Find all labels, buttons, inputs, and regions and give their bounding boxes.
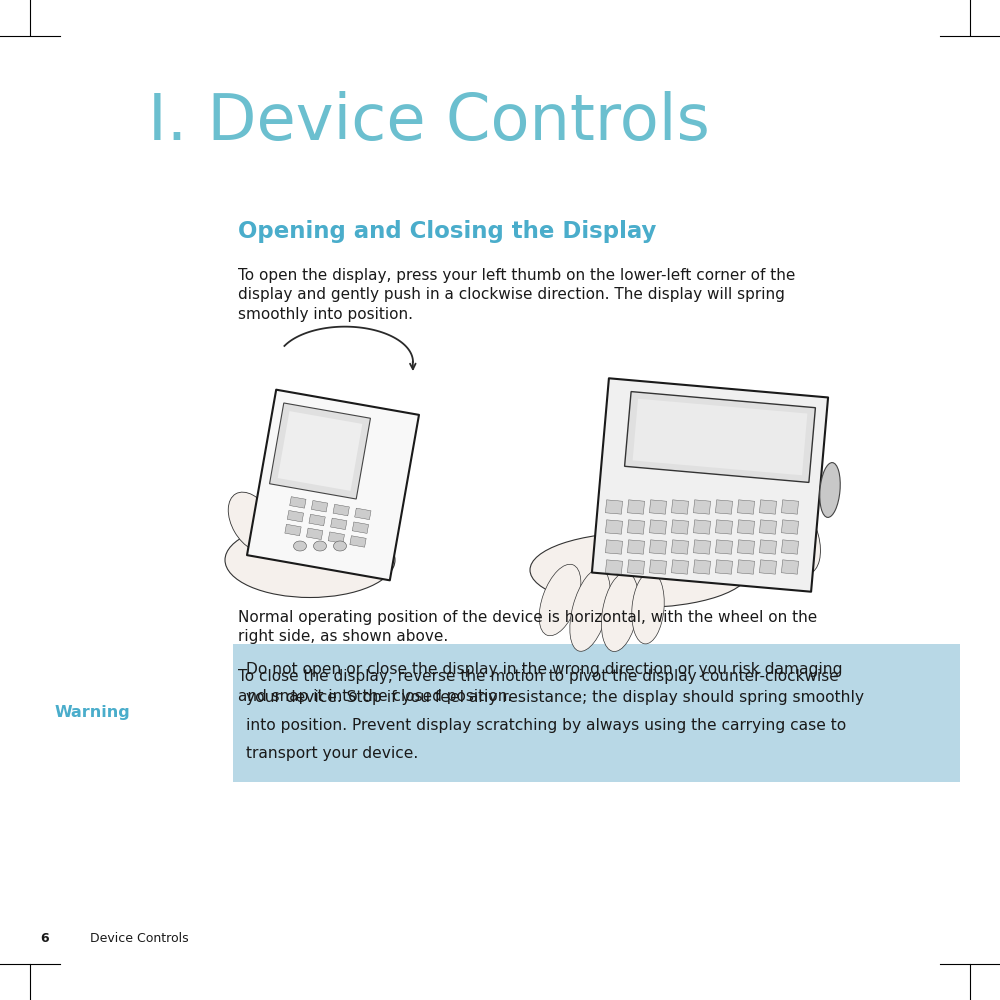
Polygon shape — [270, 403, 370, 499]
Polygon shape — [781, 520, 799, 534]
Text: 6: 6 — [40, 932, 49, 944]
Polygon shape — [693, 520, 711, 534]
Ellipse shape — [539, 564, 581, 636]
Polygon shape — [759, 540, 777, 554]
Polygon shape — [333, 504, 349, 516]
Polygon shape — [352, 522, 369, 533]
Polygon shape — [290, 497, 306, 508]
Ellipse shape — [570, 569, 610, 651]
Polygon shape — [649, 500, 667, 514]
Text: Do not open or close the display in the wrong direction or you risk damaging: Do not open or close the display in the … — [246, 662, 842, 677]
Polygon shape — [671, 500, 689, 514]
Text: display and gently push in a clockwise direction. The display will spring: display and gently push in a clockwise d… — [238, 288, 785, 302]
Text: Normal operating position of the device is horizontal, with the wheel on the: Normal operating position of the device … — [238, 610, 817, 625]
Polygon shape — [737, 520, 755, 534]
Text: Opening and Closing the Display: Opening and Closing the Display — [238, 220, 656, 243]
Polygon shape — [605, 520, 623, 534]
Ellipse shape — [374, 455, 396, 505]
Polygon shape — [350, 536, 366, 547]
Text: into position. Prevent display scratching by always using the carrying case to: into position. Prevent display scratchin… — [246, 718, 846, 733]
Polygon shape — [693, 540, 711, 554]
Polygon shape — [285, 524, 301, 536]
Polygon shape — [309, 514, 325, 526]
Ellipse shape — [333, 541, 346, 551]
Ellipse shape — [225, 522, 395, 597]
Ellipse shape — [367, 443, 389, 493]
Text: To close the display, reverse the motion to pivot the display counter-clockwise: To close the display, reverse the motion… — [238, 669, 839, 684]
Text: Device Controls: Device Controls — [90, 932, 189, 944]
Ellipse shape — [780, 506, 820, 574]
Polygon shape — [355, 508, 371, 520]
Polygon shape — [311, 501, 328, 512]
Polygon shape — [287, 510, 304, 522]
Polygon shape — [247, 390, 419, 580]
Text: smoothly into position.: smoothly into position. — [238, 307, 413, 322]
Polygon shape — [625, 392, 815, 482]
Ellipse shape — [530, 532, 750, 607]
Polygon shape — [671, 560, 689, 574]
Polygon shape — [671, 540, 689, 554]
Polygon shape — [715, 500, 733, 514]
Polygon shape — [306, 528, 323, 540]
Polygon shape — [781, 560, 799, 574]
Polygon shape — [649, 520, 667, 534]
Polygon shape — [715, 540, 733, 554]
Ellipse shape — [368, 487, 392, 537]
Polygon shape — [592, 378, 828, 592]
Polygon shape — [737, 500, 755, 514]
Polygon shape — [605, 560, 623, 574]
FancyBboxPatch shape — [233, 644, 960, 782]
Text: transport your device.: transport your device. — [246, 746, 418, 761]
Ellipse shape — [777, 419, 807, 471]
Polygon shape — [671, 520, 689, 534]
Text: and snap it into the closed position.: and snap it into the closed position. — [238, 688, 512, 704]
Ellipse shape — [601, 572, 639, 652]
Ellipse shape — [820, 463, 840, 517]
Text: right side, as shown above.: right side, as shown above. — [238, 630, 448, 645]
Polygon shape — [649, 540, 667, 554]
Polygon shape — [693, 560, 711, 574]
Polygon shape — [737, 560, 755, 574]
Polygon shape — [649, 560, 667, 574]
Ellipse shape — [772, 463, 798, 517]
Polygon shape — [759, 500, 777, 514]
Polygon shape — [759, 520, 777, 534]
Polygon shape — [328, 532, 344, 543]
Ellipse shape — [228, 492, 276, 552]
Polygon shape — [605, 500, 623, 514]
Ellipse shape — [377, 470, 399, 520]
Polygon shape — [693, 500, 711, 514]
Polygon shape — [331, 518, 347, 530]
Ellipse shape — [314, 541, 326, 551]
Text: Warning: Warning — [54, 706, 130, 720]
Polygon shape — [737, 540, 755, 554]
Polygon shape — [715, 520, 733, 534]
Polygon shape — [633, 399, 807, 475]
Ellipse shape — [781, 438, 809, 492]
Ellipse shape — [294, 541, 306, 551]
Polygon shape — [627, 520, 645, 534]
Text: your device. Stop if you feel any resistance; the display should spring smoothly: your device. Stop if you feel any resist… — [246, 690, 864, 705]
Text: I. Device Controls: I. Device Controls — [148, 91, 710, 153]
Polygon shape — [759, 560, 777, 574]
Polygon shape — [781, 540, 799, 554]
Polygon shape — [605, 540, 623, 554]
Polygon shape — [781, 500, 799, 514]
Ellipse shape — [632, 572, 664, 644]
Text: To open the display, press your left thumb on the lower-left corner of the: To open the display, press your left thu… — [238, 268, 795, 283]
Polygon shape — [278, 411, 362, 491]
Polygon shape — [627, 540, 645, 554]
Polygon shape — [627, 560, 645, 574]
Polygon shape — [715, 560, 733, 574]
Polygon shape — [627, 500, 645, 514]
